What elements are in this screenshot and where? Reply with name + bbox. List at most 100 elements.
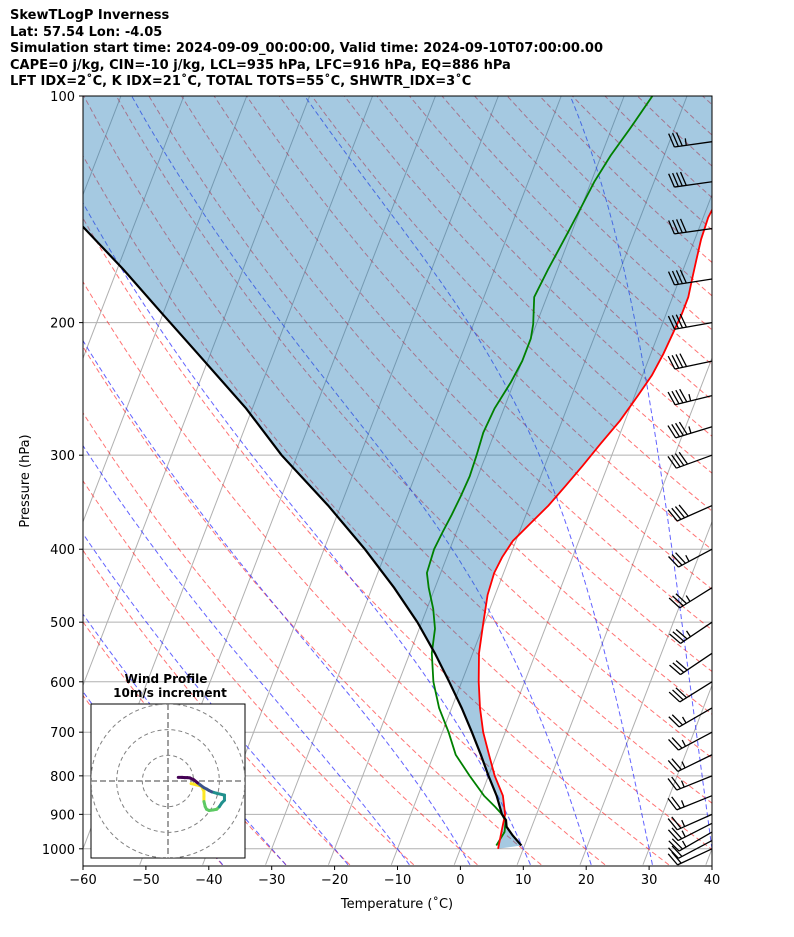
- dry-adiabat-line: [83, 345, 542, 866]
- mixing-ratio-line: [350, 682, 379, 865]
- x-tick-label: 30: [641, 873, 658, 888]
- moist-adiabat-line: [304, 96, 653, 865]
- mixing-ratio-line: [284, 682, 317, 865]
- wind-barb: [667, 754, 713, 772]
- dry-adiabat-line: [702, 96, 712, 106]
- dry-adiabat-line: [83, 412, 478, 866]
- wind-barb: [667, 775, 713, 791]
- wind-barb: [667, 421, 713, 439]
- dry-adiabat-line: [735, 96, 794, 865]
- dry-adiabat-line: [768, 96, 794, 865]
- y-tick-label: 400: [50, 543, 75, 558]
- isotherm-line: [202, 96, 499, 865]
- background-lines: [83, 96, 794, 866]
- hodograph-title: Wind Profile: [125, 672, 208, 686]
- wind-barb: [668, 587, 713, 609]
- isotherm-line: [265, 96, 562, 865]
- dewpoint-line: [425, 96, 654, 846]
- wind-barb: [667, 822, 713, 842]
- moist-adiabat-line: [83, 444, 410, 866]
- wind-barb: [667, 451, 713, 469]
- wind-barb: [668, 731, 713, 751]
- wind-barb: [667, 388, 713, 406]
- x-tick-label: 20: [578, 873, 595, 888]
- parameters-label: CAPE=0 j/kg, CIN=-10 j/kg, LCL=935 hPa, …: [10, 57, 511, 73]
- y-tick-label: 700: [50, 726, 75, 741]
- parcel-line: [83, 225, 523, 847]
- wind-barb: [668, 171, 713, 188]
- wind-barb: [669, 621, 713, 644]
- x-tick-label: −40: [195, 873, 222, 888]
- hodograph-inset: Wind Profile 10m/s increment: [90, 672, 246, 859]
- cape-cin-area: [83, 96, 712, 849]
- wind-barbs: [667, 132, 713, 866]
- x-tick-label: −10: [384, 873, 411, 888]
- y-tick-label: 100: [50, 90, 75, 105]
- moist-adiabat-line: [83, 339, 471, 866]
- x-axis-ticks: −60 −50 −40 −30 −20 −10 0 10 20 30 40: [69, 866, 720, 888]
- dry-adiabat-line: [83, 479, 415, 866]
- wind-barb: [668, 548, 713, 568]
- isotherm-line: [579, 520, 712, 865]
- wind-barb: [667, 795, 713, 811]
- y-tick-label: 900: [50, 808, 75, 823]
- y-tick-label: 500: [50, 616, 75, 631]
- time-label: Simulation start time: 2024-09-09_00:00:…: [10, 41, 603, 57]
- wind-barb: [668, 831, 713, 852]
- wind-barb: [668, 707, 713, 728]
- dry-adiabat-line: [246, 96, 712, 590]
- dry-adiabat-line: [376, 96, 712, 437]
- y-tick-label: 600: [50, 676, 75, 691]
- x-tick-label: −20: [321, 873, 348, 888]
- wind-barb: [667, 313, 713, 330]
- wind-barb: [667, 813, 713, 831]
- wind-barb: [667, 269, 713, 286]
- wind-barb: [667, 848, 713, 866]
- wind-barb: [668, 681, 713, 703]
- moist-adiabat-line: [83, 532, 349, 866]
- isotherm-line: [390, 96, 688, 865]
- y-axis-label: Pressure (hPa): [18, 434, 33, 527]
- y-tick-label: 300: [50, 449, 75, 464]
- dry-adiabat-line: [213, 96, 712, 631]
- dry-adiabat-line: [83, 280, 606, 866]
- isotherm-line: [83, 96, 248, 524]
- isotherm-line: [453, 193, 712, 865]
- chart-header: SkewTLogP Inverness Lat: 57.54 Lon: -4.0…: [10, 8, 603, 91]
- profile-lines: [83, 96, 712, 849]
- isotherm-line: [642, 683, 712, 865]
- x-tick-label: −30: [258, 873, 285, 888]
- x-tick-label: 0: [456, 873, 464, 888]
- dry-adiabat-line: [83, 96, 712, 804]
- chart-title: SkewTLogP Inverness: [10, 8, 170, 23]
- isotherm-line: [705, 847, 712, 865]
- isotherm-line: [83, 96, 185, 360]
- instability-fill: [83, 96, 712, 849]
- moist-adiabat-line: [131, 96, 592, 865]
- wind-barb: [668, 218, 713, 235]
- y-tick-label: 200: [50, 317, 75, 332]
- y-tick-label: 1000: [42, 843, 75, 858]
- dry-adiabat-line: [83, 217, 670, 866]
- dry-adiabat-line: [115, 96, 712, 759]
- hodograph-subtitle: 10m/s increment: [113, 686, 227, 700]
- location-label: Lat: 57.54 Lon: -4.05: [10, 24, 163, 40]
- dry-adiabat-line: [148, 96, 712, 715]
- wind-barb: [668, 839, 713, 859]
- x-tick-label: 40: [704, 873, 721, 888]
- moist-adiabat-line: [83, 613, 287, 866]
- dry-adiabat-line: [181, 96, 712, 673]
- isotherm-line: [516, 356, 712, 865]
- wind-barb: [667, 353, 713, 370]
- isotherm-line: [83, 96, 311, 687]
- y-tick-label: 800: [50, 770, 75, 785]
- wind-barb: [669, 652, 713, 676]
- indices-label: LFT IDX=2˚C, K IDX=21˚C, TOTAL TOTS=55˚C…: [10, 74, 472, 90]
- y-axis-ticks: 100 200 300 400 500 600 700 800 900 1000: [42, 90, 83, 858]
- x-tick-label: 10: [515, 873, 532, 888]
- isotherm-line: [327, 96, 625, 865]
- temperature-line: [477, 208, 712, 849]
- dry-adiabat-line: [83, 549, 351, 866]
- hodograph-ring: [116, 729, 220, 833]
